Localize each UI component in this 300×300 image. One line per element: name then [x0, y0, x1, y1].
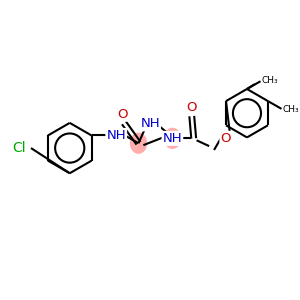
Text: CH₃: CH₃: [283, 105, 299, 114]
Text: NH: NH: [106, 129, 126, 142]
Text: NH: NH: [140, 117, 160, 130]
Text: O: O: [220, 132, 231, 145]
Text: NH: NH: [163, 132, 182, 145]
Text: CH₃: CH₃: [262, 76, 278, 85]
Ellipse shape: [130, 133, 147, 154]
Text: O: O: [117, 108, 127, 121]
Text: O: O: [187, 101, 197, 114]
Ellipse shape: [164, 128, 181, 149]
Text: Cl: Cl: [13, 141, 26, 155]
